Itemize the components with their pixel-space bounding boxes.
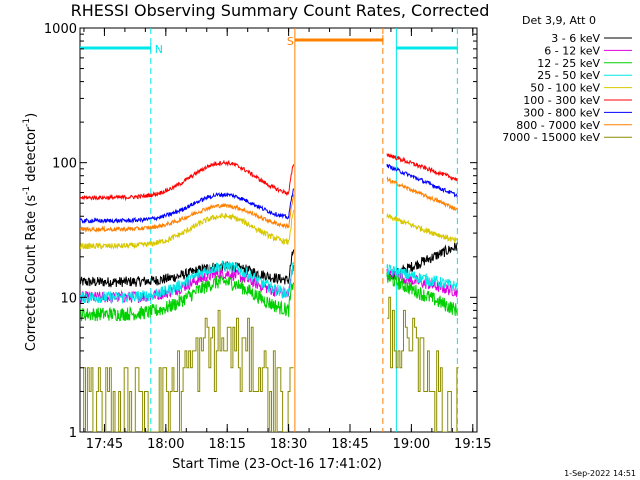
legend-header: Det 3,9, Att 0 xyxy=(522,14,596,27)
x-axis: 17:45 18:00 18:15 18:30 18:45 19:00 19:15 xyxy=(83,28,492,452)
y-tick-label: 1 xyxy=(69,426,77,441)
y-axis-title-exponent: -1 xyxy=(22,186,32,195)
y-tick-label: 10 xyxy=(60,291,77,306)
x-tick-label: 18:45 xyxy=(331,437,368,452)
y-axis-title-group: Corrected Count Rate (s-1 detector-1) xyxy=(22,113,39,351)
saa-label: S xyxy=(287,35,294,48)
night-label: N xyxy=(155,43,163,56)
y-axis-title-part: Corrected Count Rate (s xyxy=(24,195,39,352)
y-axis-title-exponent: -1 xyxy=(22,118,32,127)
legend-label: 100 - 300 keV xyxy=(523,94,600,107)
plot-area: NS xyxy=(79,27,478,433)
series-line-6 xyxy=(80,163,458,224)
series-line-2 xyxy=(80,271,458,322)
legend-label: 25 - 50 keV xyxy=(537,69,600,82)
series-lines xyxy=(80,153,459,432)
legend-label: 3 - 6 keV xyxy=(551,32,600,45)
legend-label: 6 - 12 keV xyxy=(544,44,600,57)
vertical-markers xyxy=(150,28,458,432)
legend-label: 7000 - 15000 keV xyxy=(502,131,600,144)
x-tick-label: 17:45 xyxy=(86,437,123,452)
y-axis-title: Corrected Count Rate (s-1 detector-1) xyxy=(22,113,39,351)
x-axis-title: Start Time (23-Oct-16 17:41:02) xyxy=(172,457,382,472)
series-line-8 xyxy=(80,296,459,432)
x-tick-label: 19:15 xyxy=(454,437,491,452)
series-line-7 xyxy=(80,176,458,233)
y-axis: 1 10 100 1000 xyxy=(44,22,477,441)
series-line-5 xyxy=(80,153,458,202)
series-line-3 xyxy=(80,260,458,305)
x-tick-label: 19:00 xyxy=(393,437,430,452)
chart-title: RHESSI Observing Summary Count Rates, Co… xyxy=(71,1,490,20)
x-tick-label: 18:15 xyxy=(208,437,245,452)
footer-timestamp: 1-Sep-2022 14:51 xyxy=(564,469,636,478)
annotation-bars: NS xyxy=(80,35,458,56)
legend-label: 12 - 25 keV xyxy=(537,57,600,70)
legend-label: 50 - 100 keV xyxy=(530,82,600,95)
legend-label: 300 - 800 keV xyxy=(523,106,600,119)
x-tick-label: 18:00 xyxy=(147,437,184,452)
x-tick-label: 18:30 xyxy=(270,437,307,452)
y-axis-title-part: detector xyxy=(24,126,39,186)
y-tick-label: 100 xyxy=(52,157,77,172)
y-tick-label: 1000 xyxy=(44,22,77,37)
series-line-4 xyxy=(80,209,458,251)
y-axis-title-part: ) xyxy=(24,113,39,118)
series-line-0 xyxy=(80,242,458,288)
plot-frame xyxy=(79,27,478,433)
legend-label: 800 - 7000 keV xyxy=(516,119,600,132)
